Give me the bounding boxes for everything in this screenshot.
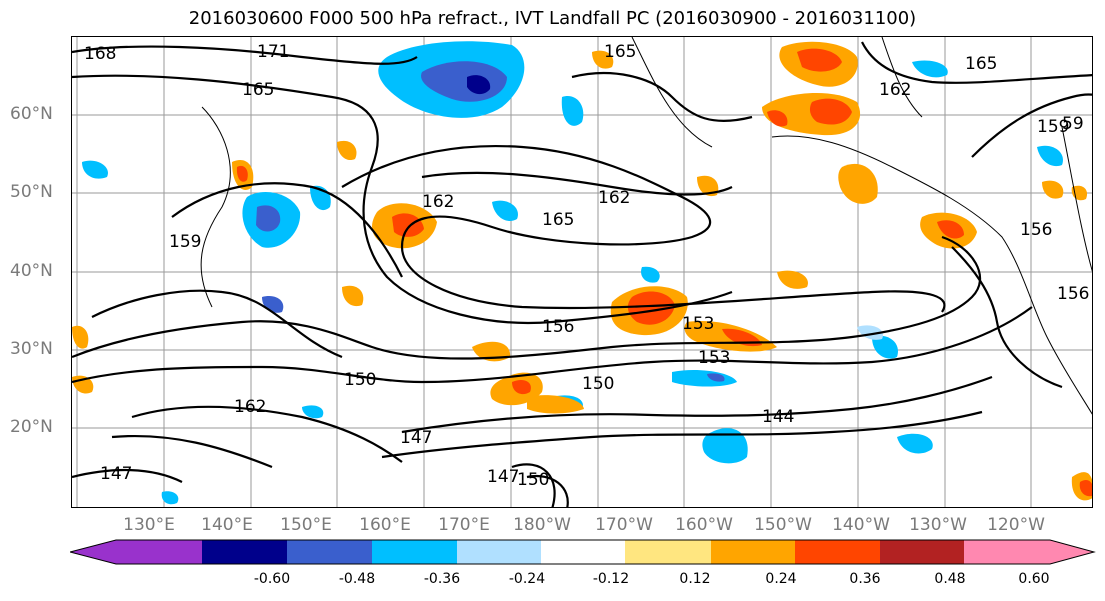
colorbar-tick-label: -0.60 (253, 571, 291, 587)
colorbar-segment (795, 540, 880, 564)
contour-label: 150 (517, 470, 549, 490)
colorbar (70, 539, 1096, 565)
colorbar-tick-label: 0.48 (934, 571, 966, 587)
lon-tick-label: 140°E (201, 515, 253, 535)
contour-label: 165 (542, 210, 574, 230)
colorbar-segment (457, 540, 541, 564)
contour-label: 59 (1062, 114, 1084, 134)
lon-tick-label: 160°W (675, 515, 733, 535)
contour-label: 159 (1037, 117, 1069, 137)
graticule (72, 37, 1092, 507)
lon-tick-label: 140°W (832, 515, 890, 535)
lon-tick-label: 160°E (359, 515, 411, 535)
colorbar-segment (287, 540, 372, 564)
map-plot: 168 171 165 165 165 162 162 162 159 162 … (72, 37, 1092, 507)
colorbar-segment (202, 540, 287, 564)
lon-tick-label: 170°E (438, 515, 490, 535)
colorbar-tick-label: -0.36 (423, 571, 461, 587)
coastlines (200, 37, 1092, 415)
colorbar-tick-label: -0.48 (338, 571, 376, 587)
contour-label: 165 (242, 80, 274, 100)
contour-label: 162 (598, 188, 630, 208)
anomaly-fill (72, 41, 1092, 505)
contour-labels: 168 171 165 165 165 162 162 162 159 162 … (84, 42, 1089, 490)
colorbar-tick-label: -0.12 (592, 571, 630, 587)
colorbar-tick-label: 0.24 (765, 571, 797, 587)
contour-label: 168 (84, 44, 116, 64)
contour-label: 165 (965, 54, 997, 74)
lat-tick-label: 40°N (10, 261, 53, 281)
colorbar-tick-label: -0.24 (508, 571, 546, 587)
contour-label: 150 (344, 370, 376, 390)
lat-tick-label: 50°N (10, 182, 53, 202)
contour-label: 153 (682, 314, 714, 334)
contour-label: 156 (1020, 220, 1052, 240)
lon-tick-label: 150°E (280, 515, 332, 535)
contour-label: 162 (234, 397, 266, 417)
colorbar-segment (964, 540, 1094, 564)
contour-label: 147 (487, 467, 519, 487)
lon-tick-label: 180°W (513, 515, 571, 535)
colorbar-tick-label: 0.60 (1018, 571, 1050, 587)
colorbar-segment (625, 540, 711, 564)
lat-tick-label: 60°N (10, 104, 53, 124)
contour-label: 150 (582, 374, 614, 394)
colorbar-segment (372, 540, 457, 564)
height-contours (72, 41, 1092, 507)
lat-tick-label: 30°N (10, 339, 53, 359)
colorbar-tick-label: 0.12 (679, 571, 711, 587)
contour-label: 153 (698, 348, 730, 368)
lon-tick-label: 170°W (595, 515, 653, 535)
colorbar-segment (70, 540, 202, 564)
contour-label: 144 (762, 407, 794, 427)
colorbar-tick-label: 0.36 (849, 571, 881, 587)
lat-tick-label: 20°N (10, 417, 53, 437)
lon-tick-label: 150°W (754, 515, 812, 535)
colorbar-segment (541, 540, 625, 564)
contour-label: 159 (169, 232, 201, 252)
contour-label: 147 (400, 428, 432, 448)
contour-label: 165 (604, 42, 636, 62)
contour-label: 162 (422, 192, 454, 212)
map-panel: 168 171 165 165 165 162 162 162 159 162 … (71, 36, 1093, 508)
contour-label: 171 (257, 42, 289, 62)
contour-label: 147 (100, 464, 132, 484)
map-title: 2016030600 F000 500 hPa refract., IVT La… (188, 8, 917, 29)
colorbar-segment (711, 540, 795, 564)
lon-tick-label: 120°W (987, 515, 1045, 535)
contour-label: 162 (879, 80, 911, 100)
colorbar-segment (880, 540, 964, 564)
lon-tick-label: 130°W (909, 515, 967, 535)
contour-label: 156 (1057, 284, 1089, 304)
lon-tick-label: 130°E (123, 515, 175, 535)
contour-label: 156 (542, 317, 574, 337)
